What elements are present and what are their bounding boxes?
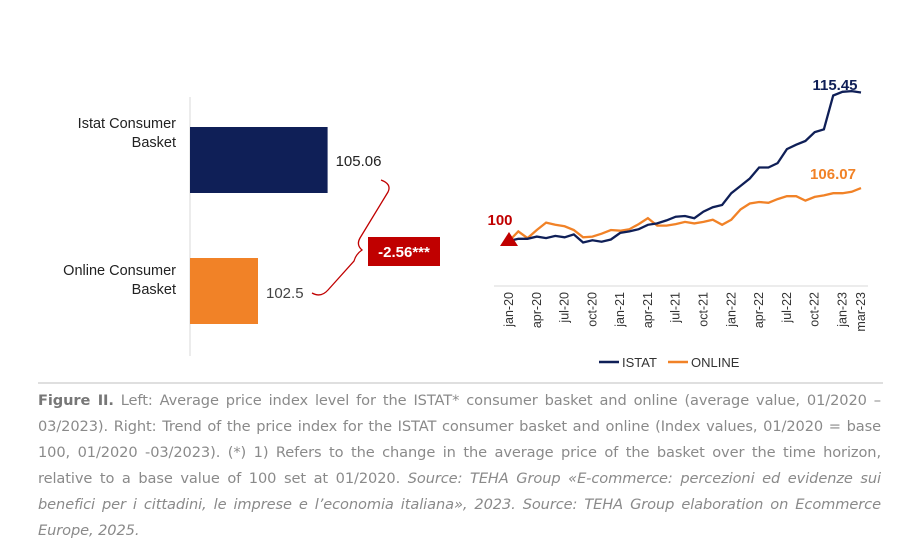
caption-figure-label: Figure II.: [38, 392, 114, 409]
start-value-label: 100: [487, 212, 512, 229]
legend-label-istat: ISTAT: [622, 355, 657, 370]
bar-online: [190, 258, 258, 324]
x-tick-label: jan-21: [613, 292, 627, 328]
x-tick-label: jan-22: [724, 292, 738, 328]
difference-badge: [368, 237, 440, 266]
right-line-chart: jan-20 apr-20 jul-20 oct-20 jan-21 apr-21 jul-…: [487, 77, 868, 370]
x-tick-label: oct-20: [585, 292, 599, 327]
x-tick-label: jan-20: [502, 292, 516, 328]
legend: ISTAT ONLINE: [599, 355, 740, 370]
x-tick-label: oct-21: [697, 292, 711, 327]
x-tick-label: mar-23: [854, 292, 868, 332]
x-tick-label: apr-20: [530, 292, 544, 328]
caption-source-text: : TEHA Group «E-commerce: percezioni ed …: [38, 470, 881, 539]
x-tick-label: jan-23: [836, 292, 850, 328]
end-value-label-online: 106.07: [810, 166, 856, 183]
x-tick-labels: jan-20 apr-20 jul-20 oct-20 jan-21 apr-21 jul-…: [502, 292, 868, 332]
end-value-label-istat: 115.45: [812, 77, 857, 94]
x-tick-label: jul-22: [780, 292, 794, 324]
bar-label-istat-line2: Basket: [132, 135, 176, 151]
legend-label-online: ONLINE: [691, 355, 740, 370]
x-tick-label: apr-21: [641, 292, 655, 328]
bar-label-online-line1: Online Consumer: [63, 263, 176, 279]
bar-value-online: 102.5: [266, 285, 304, 302]
series-line-istat: [508, 89, 862, 244]
left-bar-chart: Istat Consumer Basket Online Consumer Ba…: [63, 97, 440, 356]
x-tick-label: jul-21: [669, 292, 683, 324]
x-tick-label: oct-22: [808, 292, 822, 327]
caption-source-label: Source: [407, 470, 458, 487]
bar-label-istat-line1: Istat Consumer: [78, 116, 176, 132]
difference-brace: [311, 179, 390, 296]
figure-caption: Figure II. Left: Average price index lev…: [38, 388, 881, 544]
bar-istat: [190, 127, 328, 193]
x-tick-label: apr-22: [752, 292, 766, 328]
caption-text: Left: Average price index level for the …: [38, 392, 881, 487]
start-marker-triangle: [500, 232, 518, 246]
bar-value-istat: 105.06: [336, 153, 382, 170]
series-line-online: [508, 187, 862, 242]
x-tick-label: jul-20: [558, 292, 572, 324]
difference-label: -2.56***: [378, 244, 430, 261]
bar-label-online-line2: Basket: [132, 282, 176, 298]
